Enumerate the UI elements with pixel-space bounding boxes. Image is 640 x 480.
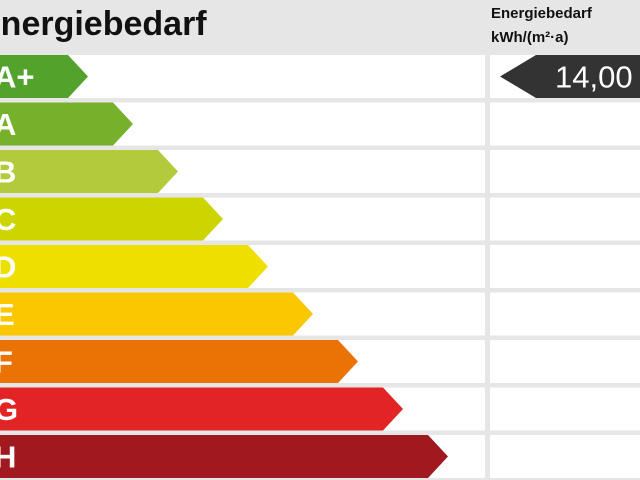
class-arrow xyxy=(0,387,403,431)
class-label: A xyxy=(0,107,16,142)
class-arrow xyxy=(0,197,223,241)
class-label: F xyxy=(0,345,13,380)
class-arrow xyxy=(0,435,448,478)
class-arrow xyxy=(0,150,178,193)
class-arrow xyxy=(0,102,133,146)
value-cell xyxy=(490,340,640,383)
class-label: H xyxy=(0,440,16,475)
title: Energiebedarf xyxy=(0,5,207,43)
value-cell xyxy=(490,435,640,478)
value-pointer xyxy=(500,55,640,98)
value-text: 14,00 xyxy=(555,60,633,95)
class-label: D xyxy=(0,250,16,285)
value-heading: kWh/(m²·a) xyxy=(491,29,569,46)
value-cell xyxy=(490,197,640,241)
value-cell xyxy=(490,102,640,146)
class-arrow xyxy=(0,55,88,98)
value-cell xyxy=(490,245,640,288)
class-label: G xyxy=(0,392,18,427)
class-arrow xyxy=(0,340,358,383)
class-label: A+ xyxy=(0,60,35,95)
class-arrow xyxy=(0,292,313,336)
value-cell xyxy=(490,150,640,193)
class-label: B xyxy=(0,155,16,190)
value-heading: Energiebedarf xyxy=(491,5,593,22)
class-label: C xyxy=(0,202,16,237)
value-cell xyxy=(490,387,640,431)
class-label: E xyxy=(0,297,15,332)
value-cell xyxy=(490,292,640,336)
class-arrow xyxy=(0,245,268,288)
